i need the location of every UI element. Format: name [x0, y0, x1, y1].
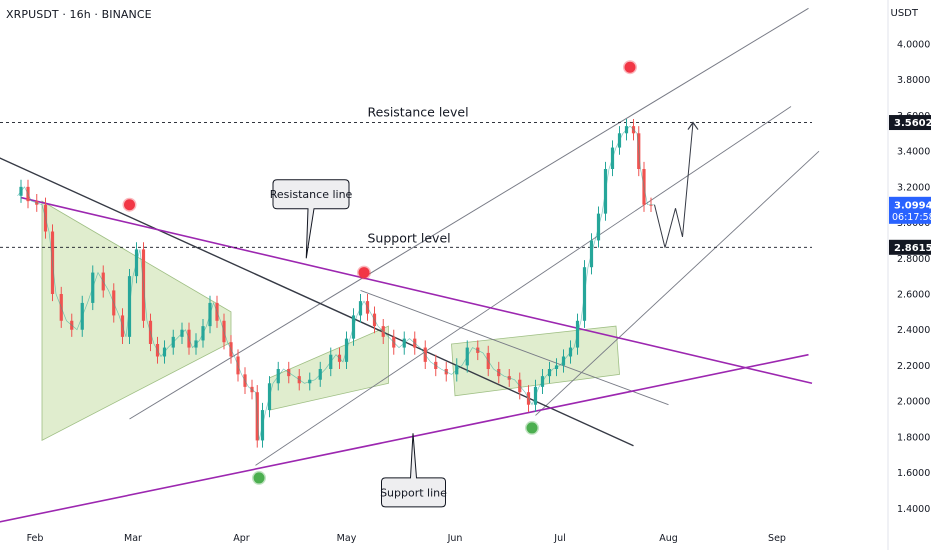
- resistance-line-callout-text: Resistance line: [270, 188, 353, 201]
- y-tick-label: 2.6000: [897, 289, 930, 300]
- pivot-low-marker: [252, 470, 266, 485]
- resistance-price-tag-bg: [889, 115, 931, 131]
- y-tick-label: 4.0000: [897, 40, 930, 51]
- x-tick-label: Jul: [553, 533, 565, 544]
- y-tick-label: 3.4000: [897, 147, 930, 158]
- y-tick-label: 3.8000: [897, 75, 930, 86]
- x-tick-label: Aug: [659, 533, 678, 544]
- y-tick-label: 2.4000: [897, 325, 930, 336]
- pivot-high-marker: [623, 60, 637, 75]
- x-tick-label: Feb: [27, 533, 44, 544]
- support-line-callout-box: [381, 433, 446, 508]
- projection-path: [654, 122, 694, 248]
- y-tick-label: 2.2000: [897, 361, 930, 372]
- price-line: [17, 125, 655, 441]
- y-tick-label: 1.4000: [897, 504, 930, 515]
- support-price-tag-bg: [889, 239, 931, 255]
- currency-label: USDT: [890, 8, 918, 19]
- resistance-trend-line: [20, 196, 813, 385]
- current-price-countdown: 06:17:58: [892, 212, 932, 223]
- channel-zone-april: [269, 325, 389, 411]
- resistance-line-callout-box: [272, 179, 350, 259]
- y-tick-label: 2.8000: [897, 254, 930, 265]
- ascending-channel-line: [129, 7, 809, 420]
- current-price-tag-bg: [889, 196, 931, 224]
- resistance-price-tag: 3.5602: [894, 118, 932, 129]
- y-tick-label: 1.6000: [897, 468, 930, 479]
- pivot-high-marker: [357, 265, 371, 280]
- resistance-level-label: Resistance level: [368, 105, 469, 120]
- rising-trend-line: [255, 106, 792, 466]
- support-level-label: Support level: [368, 230, 451, 245]
- support-trend-line: [0, 353, 809, 523]
- resistance-line-callout: Resistance line: [270, 179, 353, 259]
- x-tick-label: Mar: [124, 533, 142, 544]
- support-line-callout-text: Support line: [380, 486, 447, 499]
- x-tick-label: May: [337, 533, 357, 544]
- y-tick-label: 3.2000: [897, 182, 930, 193]
- support-line-callout: Support line: [380, 433, 447, 508]
- descending-guide-line: [360, 290, 669, 406]
- x-tick-label: Jun: [447, 533, 463, 544]
- y-tick-label: 1.8000: [897, 432, 930, 443]
- pivot-low-marker: [525, 420, 539, 435]
- y-tick-label: 2.0000: [897, 397, 930, 408]
- rising-support-line: [535, 150, 820, 416]
- symbol-label: XRPUSDT · 16h · BINANCE: [6, 8, 152, 21]
- support-price-tag: 2.8615: [894, 243, 932, 254]
- pivot-high-marker: [122, 197, 137, 212]
- candle-body: [649, 204, 653, 206]
- projection-arrow-head: [687, 121, 699, 130]
- x-tick-label: Apr: [233, 533, 250, 544]
- x-tick-label: Sep: [768, 533, 786, 544]
- current-price-tag: 3.0994: [894, 200, 932, 211]
